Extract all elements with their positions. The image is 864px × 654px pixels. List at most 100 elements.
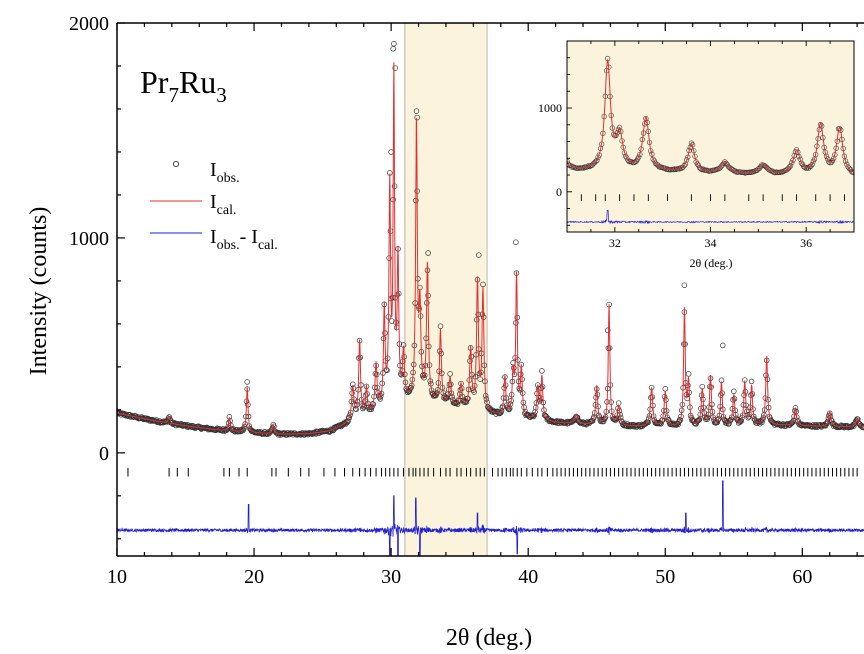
x-tick-label: 10 — [107, 566, 127, 588]
inset-obs-point — [756, 165, 763, 171]
inset-obs-point — [593, 158, 599, 165]
inset-obs-point — [823, 153, 830, 159]
inset-obs-point — [808, 163, 814, 169]
obs-point — [369, 404, 375, 410]
formula-subscript-1: 7 — [168, 83, 179, 107]
obs-point — [600, 418, 607, 425]
obs-point — [244, 379, 250, 385]
obs-point — [345, 418, 351, 425]
inset-obs-point — [695, 162, 702, 168]
obs-point — [589, 418, 596, 424]
y-axis-title: Intensity (counts) — [26, 207, 52, 376]
obs-point — [681, 282, 688, 288]
obs-point — [434, 390, 440, 396]
obs-point — [388, 149, 394, 155]
x-tick-label: 20 — [244, 566, 264, 588]
inset-obs-point — [567, 161, 571, 167]
legend: Iobs. Ical. Iobs.- Ical. — [150, 159, 278, 253]
legend-calc-symbol: I — [210, 191, 217, 213]
obs-point — [685, 371, 692, 377]
legend-label-calc: Ical. — [210, 191, 237, 218]
inset-obs-point — [793, 147, 800, 153]
inset-obs-point — [570, 164, 576, 170]
legend-diff-sub-2: cal. — [258, 238, 278, 253]
inset-obs-point — [851, 170, 854, 176]
compound-formula: Pr7Ru3 — [140, 64, 227, 107]
x-tick-label: 30 — [381, 566, 401, 588]
inset-obs-point — [683, 157, 690, 163]
x-tick-label: 50 — [655, 566, 675, 588]
inset-obs-point — [787, 163, 794, 169]
inset-obs-point — [789, 160, 795, 166]
inset-obs-point — [798, 160, 805, 166]
obs-point — [268, 427, 274, 434]
inset-x-tick-label: 34 — [705, 236, 717, 250]
obs-point — [498, 408, 505, 414]
obs-point — [745, 414, 751, 421]
inset-bragg-markers — [580, 194, 845, 202]
obs-point — [389, 318, 395, 324]
obs-point — [392, 65, 398, 71]
obs-point — [696, 417, 702, 423]
inset-obs-point — [636, 154, 642, 160]
obs-point — [337, 422, 344, 429]
obs-point — [748, 378, 755, 385]
inset-obs-point — [842, 158, 849, 164]
formula-element-2: Ru — [179, 64, 216, 100]
inset-obs-point — [700, 166, 706, 172]
obs-point — [493, 411, 499, 417]
obs-point — [368, 406, 375, 413]
obs-point — [408, 384, 414, 391]
inset-obs-point — [732, 168, 739, 174]
inset-obs-point — [694, 161, 700, 167]
inset-obs-point — [781, 168, 788, 174]
legend-obs-sub: obs. — [217, 171, 240, 186]
inset-obs-point — [625, 157, 631, 163]
inset-x-tick-label: 36 — [800, 236, 812, 250]
inset-obs-point — [791, 153, 797, 159]
obs-point — [859, 423, 864, 430]
bragg-markers — [127, 467, 858, 477]
legend-label-diff: Iobs.- Ical. — [210, 226, 278, 253]
inset-obs-point — [650, 156, 656, 162]
legend-label-obs: Iobs. — [210, 159, 240, 186]
inset-obs-point — [651, 158, 657, 164]
inset-obs-point — [829, 158, 836, 164]
inset-background — [567, 41, 854, 232]
obs-point — [720, 342, 726, 349]
legend-obs-symbol: I — [210, 159, 217, 181]
formula-element-1: Pr — [140, 64, 169, 100]
inset-x-tick-label: 32 — [609, 236, 621, 250]
inset-plot-area — [567, 55, 854, 225]
obs-point — [860, 424, 864, 431]
obs-point — [759, 417, 766, 423]
obs-point — [760, 414, 767, 421]
y-tick-label: 0 — [99, 443, 109, 465]
x-axis-title: 2θ (deg.) — [446, 625, 532, 651]
obs-point — [625, 423, 631, 430]
legend-diff-symbol-2: - I — [240, 226, 258, 248]
formula-subscript-2: 3 — [216, 83, 227, 107]
obs-point — [425, 250, 431, 256]
inset-obs-point — [681, 162, 687, 169]
inset-obs-point — [797, 156, 803, 162]
inset-difference-series — [567, 209, 854, 225]
obs-point — [506, 406, 512, 413]
obs-point — [695, 417, 701, 424]
inset-y-tick-label: 0 — [556, 185, 562, 199]
inset-obs-point — [825, 156, 831, 162]
obs-point — [662, 386, 669, 392]
x-tick-label: 60 — [792, 566, 812, 588]
inset-x-axis-title: 2θ (deg.) — [689, 256, 732, 270]
obs-point — [414, 114, 420, 121]
obs-point — [537, 398, 543, 404]
obs-point — [346, 414, 353, 421]
obs-point — [532, 409, 538, 415]
y-tick-label: 1000 — [69, 228, 109, 250]
obs-point — [737, 417, 744, 424]
obs-point — [736, 418, 743, 425]
obs-point — [160, 418, 167, 424]
obs-point — [591, 414, 597, 420]
